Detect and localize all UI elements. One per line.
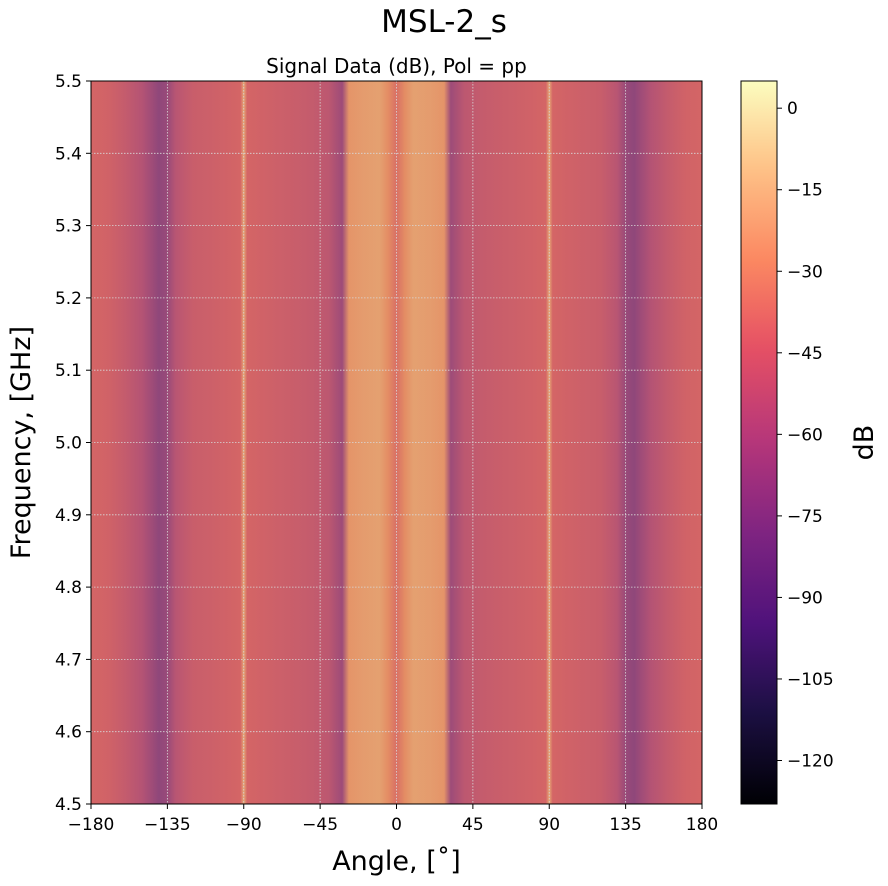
y-axis-label: Frequency, [GHz]: [6, 326, 37, 559]
y-tick-label: 4.5: [55, 795, 82, 815]
colorbar-tick-label: −45: [787, 344, 823, 364]
x-tick-label: −90: [226, 815, 262, 835]
colorbar-tick-label: −75: [787, 507, 823, 527]
y-tick-label: 5.3: [55, 217, 82, 237]
x-tick-label: −45: [302, 815, 338, 835]
y-tick-label: 5.5: [55, 72, 82, 92]
x-tick-label: 45: [462, 815, 484, 835]
colorbar-tick-label: −60: [787, 425, 823, 445]
colorbar-tick-label: −90: [787, 588, 823, 608]
x-tick-label: −180: [68, 815, 115, 835]
colorbar-tick-label: 0: [787, 99, 798, 119]
x-tick-label: −135: [144, 815, 191, 835]
chart-title: Signal Data (dB), Pol = pp: [266, 54, 527, 78]
y-tick-label: 4.6: [55, 723, 82, 743]
colorbar-label: dB: [849, 425, 880, 461]
y-tick-label: 5.4: [55, 144, 82, 164]
colorbar-tick-label: −30: [787, 262, 823, 282]
y-tick-label: 5.0: [55, 434, 82, 454]
y-tick-label: 5.2: [55, 289, 82, 309]
y-tick-label: 4.7: [55, 650, 82, 670]
colorbar-tick-label: −120: [787, 752, 834, 772]
colorbar-tick-label: −105: [787, 670, 834, 690]
figure-suptitle: MSL-2_s: [381, 4, 507, 40]
y-tick-label: 4.9: [55, 506, 82, 526]
colorbar: [740, 80, 778, 805]
y-tick-label: 5.1: [55, 361, 82, 381]
x-tick-label: 0: [391, 815, 402, 835]
x-tick-label: 135: [609, 815, 641, 835]
x-tick-label: 90: [538, 815, 560, 835]
y-tick-label: 4.8: [55, 578, 82, 598]
colorbar-tick-label: −15: [787, 181, 823, 201]
x-axis-label: Angle, [˚]: [332, 846, 461, 877]
x-tick-label: 180: [686, 815, 718, 835]
